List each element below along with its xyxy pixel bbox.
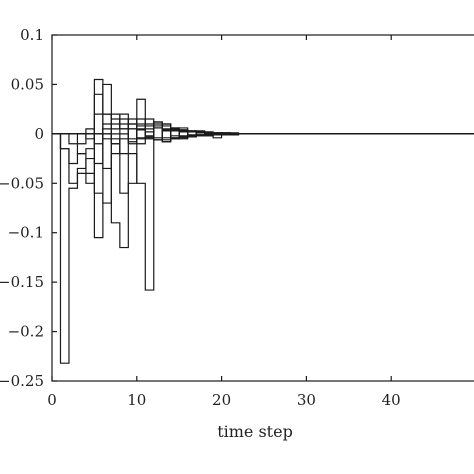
y-tick-label: 0.05 xyxy=(11,75,44,93)
x-tick-label: 40 xyxy=(382,391,401,409)
y-tick-label: 0.1 xyxy=(20,26,44,44)
series-10-line xyxy=(52,123,474,143)
y-tick-label: −0.25 xyxy=(0,372,44,390)
series-4-line xyxy=(52,93,474,155)
axes-frame xyxy=(51,34,474,382)
series-2-line xyxy=(52,83,474,249)
x-tick-label: 0 xyxy=(47,391,57,409)
x-axis-ticks: 0 10 20 30 40 xyxy=(47,35,401,409)
y-tick-label: −0.15 xyxy=(0,273,44,291)
y-tick-label: −0.2 xyxy=(8,323,44,341)
series-3-line xyxy=(52,113,474,204)
y-axis-ticks: 0.1 0.05 0 −0.05 −0.1 −0.15 −0.2 −0.25 xyxy=(0,26,57,390)
series-9-line xyxy=(52,118,474,145)
x-axis-label: time step xyxy=(217,422,293,441)
y-tick-label: −0.05 xyxy=(0,174,44,192)
y-tick-label: −0.1 xyxy=(8,224,44,242)
x-tick-label: 30 xyxy=(297,391,316,409)
x-tick-label: 20 xyxy=(212,391,231,409)
y-tick-label: 0 xyxy=(34,125,44,143)
series-6-line xyxy=(52,113,474,140)
x-tick-label: 10 xyxy=(127,391,146,409)
series-1-line xyxy=(52,78,474,364)
series-traces xyxy=(52,78,474,364)
